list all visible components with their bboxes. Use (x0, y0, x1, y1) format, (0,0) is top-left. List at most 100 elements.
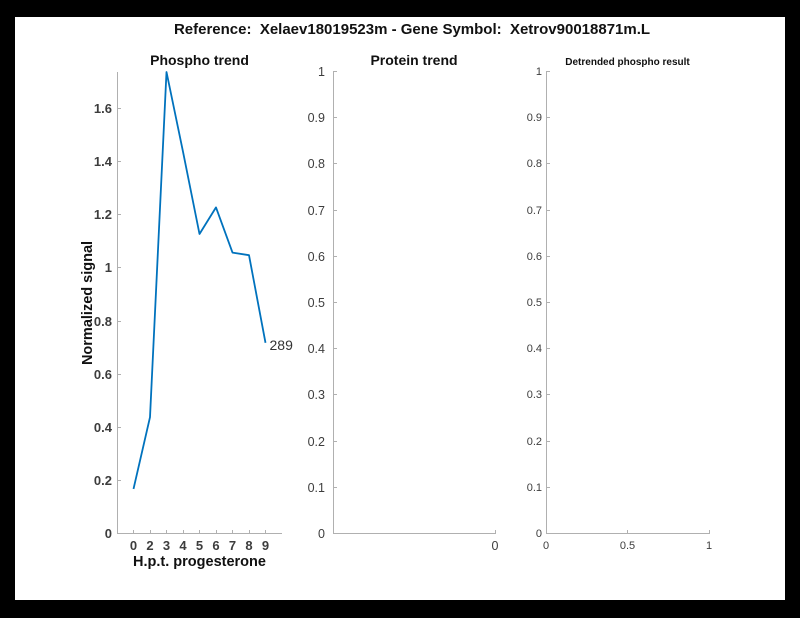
y-tick-mark (546, 486, 550, 488)
y-tick-label: 0.4 (93, 419, 112, 435)
y-tick-label: 1.2 (93, 207, 112, 223)
x-tick-mark (232, 530, 233, 534)
y-tick-mark (546, 71, 550, 72)
x-tick-mark (182, 530, 184, 534)
y-tick-label: 0.6 (307, 249, 325, 264)
trend-line-canvas (132, 71, 267, 490)
y-tick-label: 0 (104, 526, 112, 541)
y-tick-mark (333, 209, 337, 211)
x-tick-mark (248, 530, 250, 534)
x-tick-mark (215, 530, 217, 534)
protein-trend-plot: Protein trend 0 0.1 0.2 0.3 0.4 0.5 0.6 0.7 0.8 0… (308, 52, 499, 553)
y-tick-mark (117, 533, 121, 534)
x-tick-label: 6 (212, 538, 220, 553)
x-tick-mark (708, 530, 710, 534)
y-tick-label: 0.7 (526, 204, 542, 217)
trend-line (132, 71, 267, 490)
y-tick-label: 0.1 (526, 481, 542, 494)
x-tick-label: 1 (705, 540, 713, 552)
line-end-label: 289 (269, 336, 293, 353)
detrended-phospho-plot: Detrended phospho result 0 0.1 0.2 0.3 0.4 0.… (527, 57, 712, 552)
x-tick-label: 0 (491, 539, 499, 553)
y-tick-mark (546, 163, 550, 165)
x-tick-label: 0.5 (619, 540, 636, 552)
x-tick-label: 4 (179, 538, 187, 553)
y-tick-mark (333, 533, 337, 534)
y-tick-label: 0.4 (307, 342, 325, 357)
y-tick-mark (546, 394, 550, 396)
y-tick-mark (333, 302, 337, 303)
x-tick-label: 0 (129, 538, 138, 553)
y-tick-mark (117, 426, 121, 428)
x-tick-label: 3 (162, 538, 171, 553)
y-tick-mark (546, 302, 550, 303)
y-tick-label: 0.6 (526, 250, 542, 263)
x-tick-mark (166, 530, 167, 534)
x-tick-mark (199, 530, 200, 534)
y-tick-mark (117, 320, 121, 322)
y-tick-mark (117, 161, 121, 163)
x-tick-mark (545, 530, 547, 534)
x-tick-mark (133, 530, 134, 534)
x-tick-mark (149, 530, 151, 534)
y-tick-label: 0.7 (307, 203, 325, 218)
x-tick-label: 0 (542, 540, 550, 552)
y-tick-mark (333, 440, 337, 442)
y-tick-mark (333, 394, 337, 396)
y-tick-label: 0.2 (526, 435, 542, 448)
y-tick-label: 0.8 (307, 157, 325, 172)
y-tick-label: 1.6 (93, 101, 112, 117)
x-tick-label: 7 (228, 538, 237, 553)
x-tick-label: 9 (261, 538, 270, 553)
matlab-figure: Reference: Xelaev18019523m - Gene Symbol… (15, 17, 785, 600)
x-tick-label: 8 (245, 538, 253, 553)
y-tick-label: 0.5 (307, 296, 325, 310)
y-tick-mark (546, 117, 550, 119)
y-tick-mark (117, 214, 121, 216)
y-tick-label: 0.2 (93, 472, 112, 488)
y-tick-mark (333, 255, 337, 257)
plot-title: Detrended phospho result (565, 57, 690, 68)
y-tick-mark (333, 348, 337, 350)
y-tick-label: 1 (318, 65, 325, 79)
x-tick-mark (494, 530, 496, 534)
y-tick-label: 1.4 (93, 154, 112, 170)
x-tick-mark (627, 530, 628, 534)
y-tick-mark (117, 479, 121, 481)
y-tick-label: 0.8 (526, 158, 542, 171)
y-tick-mark (117, 373, 121, 375)
x-axis-label: H.p.t. progesterone (133, 554, 266, 570)
y-tick-label: 0.4 (526, 343, 542, 356)
y-tick-mark (117, 108, 121, 110)
figure-title: Reference: Xelaev18019523m - Gene Symbol… (173, 21, 651, 38)
phospho-trend-plot: Phospho trend Normalized signal H.p.t. p… (80, 52, 293, 570)
y-tick-label: 0.1 (307, 480, 325, 495)
y-axis-label: Normalized signal (80, 240, 96, 366)
y-tick-label: 1 (104, 260, 112, 276)
y-tick-label: 0.5 (526, 297, 542, 309)
y-tick-mark (333, 486, 337, 488)
y-tick-mark (546, 348, 550, 350)
x-tick-mark (265, 530, 266, 534)
y-tick-mark (333, 163, 337, 165)
y-tick-mark (546, 440, 550, 442)
y-tick-mark (546, 533, 550, 534)
y-tick-label: 0.9 (526, 112, 542, 125)
y-tick-mark (546, 255, 550, 257)
y-tick-label: 0.2 (307, 434, 325, 449)
y-tick-label: 0.3 (307, 388, 325, 403)
y-tick-label: 0.3 (526, 389, 542, 402)
plot-title: Protein trend (370, 52, 458, 68)
x-tick-label: 2 (146, 538, 154, 553)
y-tick-label: 1 (535, 66, 542, 78)
y-tick-mark (333, 71, 337, 72)
y-tick-label: 0.9 (307, 111, 325, 126)
plot-title: Phospho trend (150, 52, 249, 68)
y-tick-mark (117, 267, 121, 269)
x-tick-label: 5 (195, 538, 204, 553)
y-tick-mark (333, 117, 337, 119)
y-tick-label: 0 (318, 527, 325, 541)
y-tick-label: 0.8 (93, 313, 112, 329)
y-tick-label: 0 (535, 528, 542, 540)
